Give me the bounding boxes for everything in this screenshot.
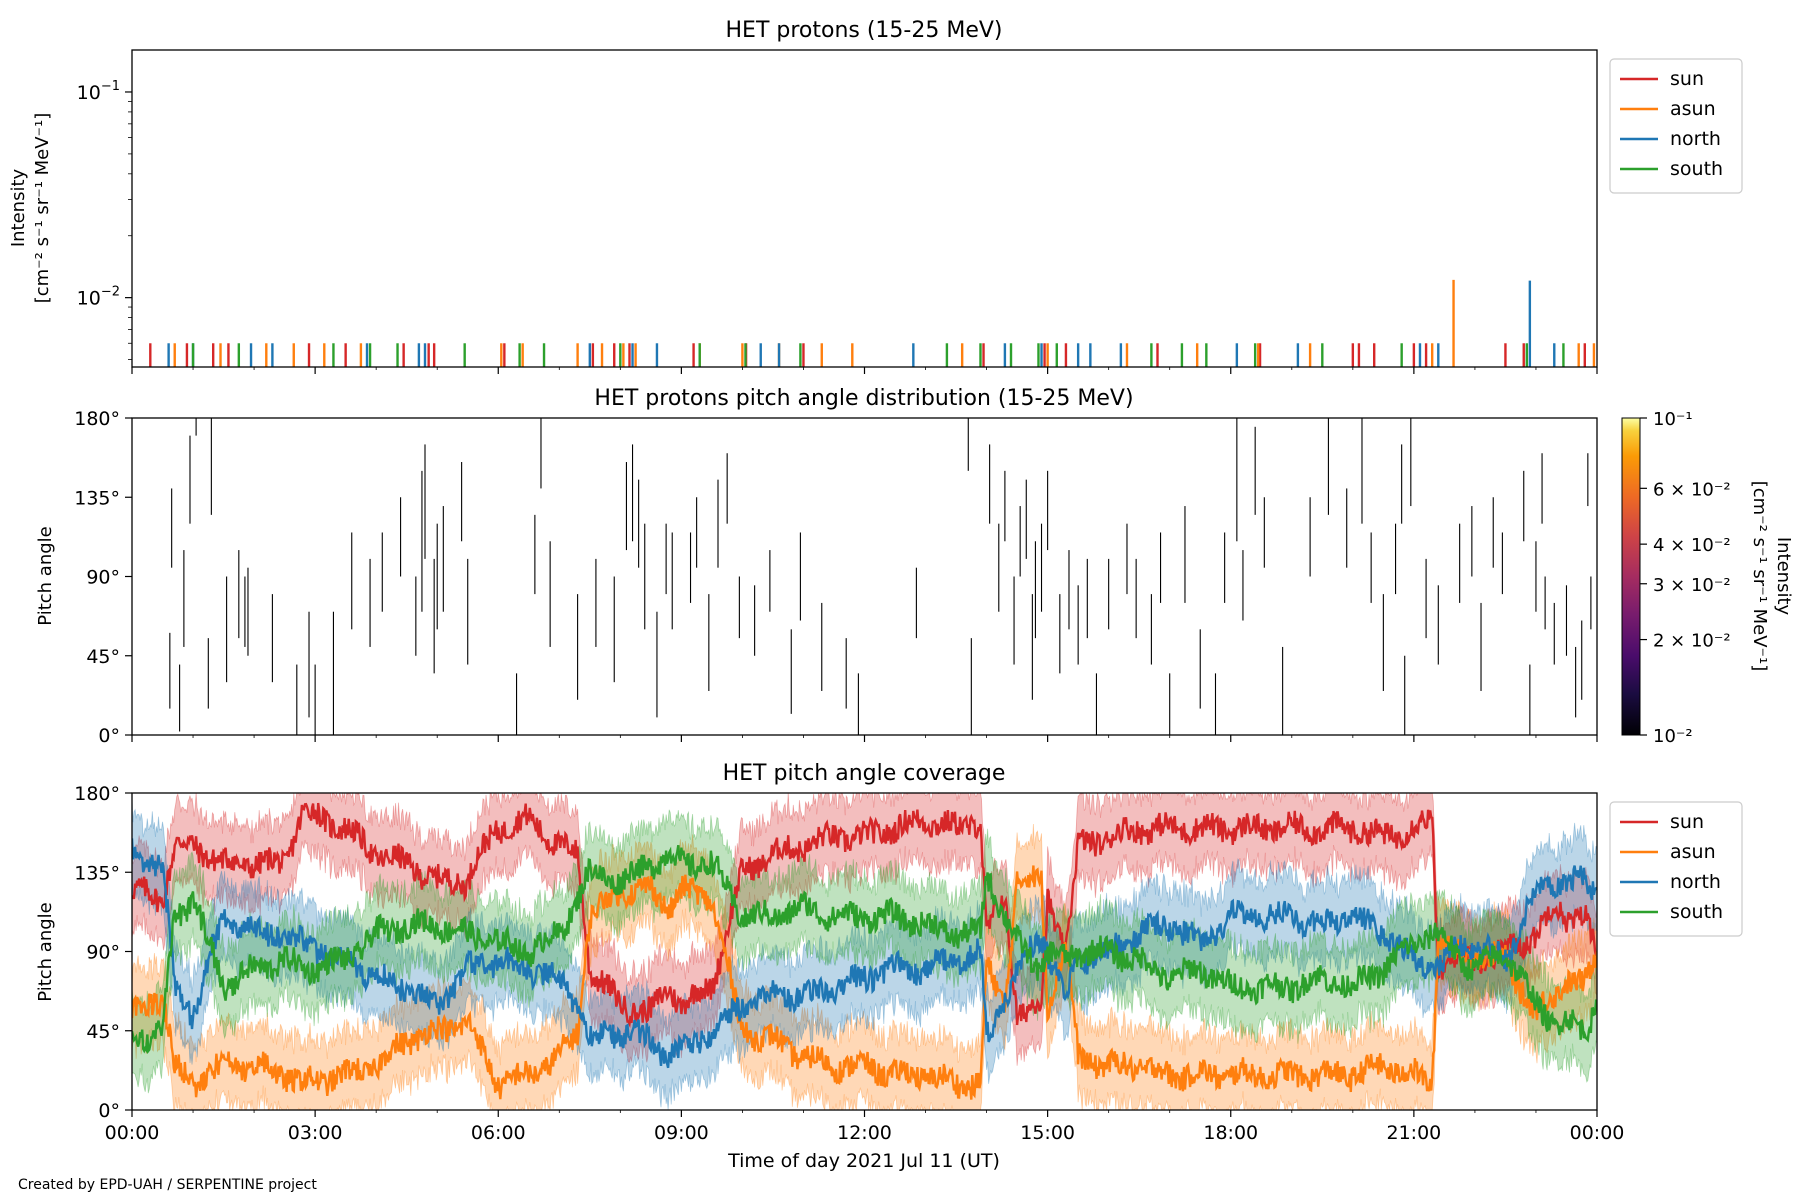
panel1-ylabel-line2: [cm⁻² s⁻¹ sr⁻¹ MeV⁻¹]: [32, 113, 53, 304]
x-tick-label-7: 21:00: [1386, 1122, 1441, 1144]
panel-pitch-angle-distribution: HET protons pitch angle distribution (15…: [35, 386, 1794, 747]
colorbar-tick-label-2: 4 × 10⁻²: [1653, 535, 1731, 556]
panel2-ytick-label-2: 90°: [86, 567, 120, 589]
panel3-ytick-label-1: 45°: [86, 1021, 120, 1043]
colorbar-tick-label-5: 10⁻²: [1653, 726, 1693, 747]
panel1-ylabel: Intensity [cm⁻² s⁻¹ sr⁻¹ MeV⁻¹]: [8, 113, 53, 304]
panel3-legend-label-asun: asun: [1670, 841, 1716, 863]
coverage-line-north: [132, 838, 1597, 1069]
panel1-title: HET protons (15-25 MeV): [726, 18, 1003, 43]
coverage-band-south: [132, 809, 1597, 1094]
panel3-legend-label-sun: sun: [1670, 811, 1704, 833]
coverage-line-south: [132, 845, 1597, 1055]
x-tick-label-8: 00:00: [1570, 1122, 1625, 1144]
x-tick-label-5: 15:00: [1020, 1122, 1075, 1144]
panel3-legend: sun asun north south: [1609, 801, 1743, 937]
x-tick-label-0: 00:00: [105, 1122, 160, 1144]
panel2-ylabel: Pitch angle: [35, 526, 56, 625]
panel2-title: HET protons pitch angle distribution (15…: [594, 386, 1133, 411]
panel3-ytick-label-3: 135°: [74, 862, 120, 884]
coverage-line-sun: [132, 802, 1597, 1029]
colorbar-label: Intensity [cm⁻² s⁻¹ sr⁻¹ MeV⁻¹]: [1749, 481, 1794, 672]
colorbar-tick-label-3: 3 × 10⁻²: [1653, 575, 1731, 596]
x-axis-label: Time of day 2021 Jul 11 (UT): [727, 1150, 1000, 1172]
panel3-legend-label-north: north: [1670, 871, 1721, 893]
panel2-ytick-label-1: 45°: [86, 646, 120, 668]
panel3-ytick-label-0: 0°: [98, 1100, 120, 1122]
panel1-ytick-label-1: 10−2: [77, 285, 120, 310]
panel-proton-intensity: HET protons (15-25 MeV) Intensity [cm⁻² …: [8, 18, 1743, 374]
colorbar-label-line2: [cm⁻² s⁻¹ sr⁻¹ MeV⁻¹]: [1749, 481, 1770, 672]
panel2-ytick-label-3: 135°: [74, 487, 120, 509]
panel1-legend-label-sun: sun: [1670, 68, 1704, 90]
coverage-line-asun: [132, 865, 1597, 1100]
x-tick-label-6: 18:00: [1203, 1122, 1258, 1144]
x-tick-label-2: 06:00: [471, 1122, 526, 1144]
panel1-ytick-label-0: 10−1: [77, 79, 120, 104]
x-tick-label-1: 03:00: [288, 1122, 343, 1144]
panel3-legend-box: [1609, 801, 1743, 937]
coverage-band-asun: [132, 823, 1597, 1110]
panel1-frame: [131, 49, 1598, 368]
panel3-legend-label-south: south: [1670, 901, 1723, 923]
panel3-ylabel: Pitch angle: [35, 902, 56, 1001]
panel1-legend-box: [1609, 58, 1743, 194]
colorbar-gradient: [1621, 417, 1641, 736]
credit-footer: Created by EPD-UAH / SERPENTINE project: [18, 1177, 317, 1193]
colorbar: 10⁻¹ 6 × 10⁻² 4 × 10⁻² 3 × 10⁻² 2 × 10⁻² 10⁻²…: [1621, 409, 1794, 747]
panel3-ytick-label-2: 90°: [86, 942, 120, 964]
panel2-ytick-label-4: 180°: [74, 408, 120, 430]
panel3-ytick-label-4: 180°: [74, 783, 120, 805]
colorbar-tick-label-1: 6 × 10⁻²: [1653, 479, 1731, 500]
x-tick-label-3: 09:00: [654, 1122, 709, 1144]
panel1-legend-label-asun: asun: [1670, 98, 1716, 120]
panel2-ytick-label-0: 0°: [98, 725, 120, 747]
panel1-legend-label-south: south: [1670, 158, 1723, 180]
x-tick-label-4: 12:00: [837, 1122, 892, 1144]
panel1-legend: sun asun north south: [1609, 58, 1743, 194]
panel3-title: HET pitch angle coverage: [723, 761, 1006, 786]
panel-pitch-angle-coverage: HET pitch angle coverage Pitch angle 00:…: [35, 761, 1743, 1172]
colorbar-tick-label-0: 10⁻¹: [1653, 409, 1693, 430]
colorbar-tick-label-4: 2 × 10⁻²: [1653, 631, 1731, 652]
colorbar-label-line1: Intensity: [1773, 537, 1794, 616]
panel1-ylabel-line1: Intensity: [8, 168, 29, 247]
panel1-legend-label-north: north: [1670, 128, 1721, 150]
